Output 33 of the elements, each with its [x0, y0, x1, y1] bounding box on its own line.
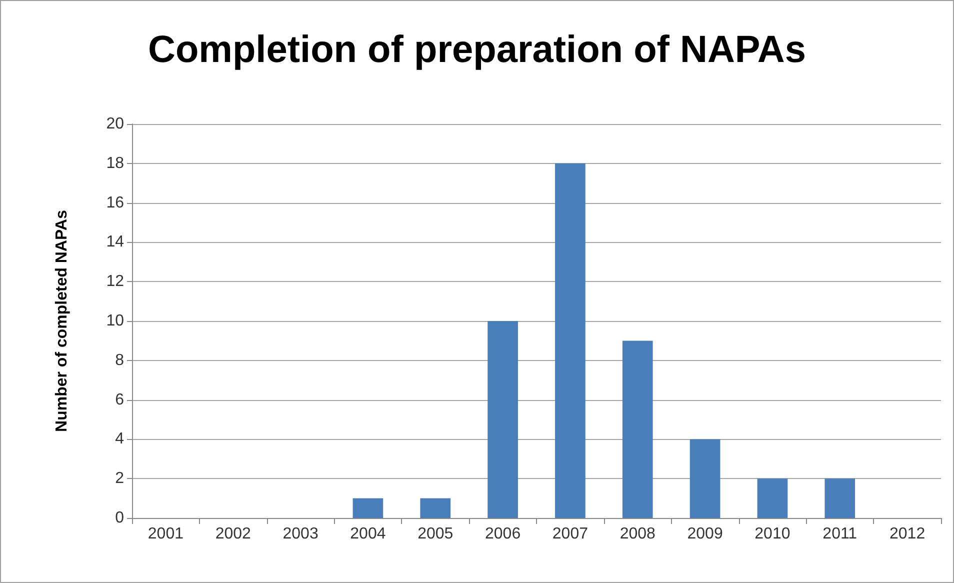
y-tick-label: 20 [106, 116, 124, 132]
x-tick-label: 2006 [484, 526, 521, 542]
y-tick-label: 12 [106, 273, 124, 290]
bar [420, 498, 451, 518]
bar [622, 340, 653, 518]
y-tick-label: 8 [115, 352, 124, 369]
y-tick-label: 2 [115, 470, 124, 488]
bar [555, 163, 586, 518]
x-tick-label: 2011 [822, 526, 858, 542]
y-tick-label: 18 [106, 154, 124, 172]
chart-title: Completion of preparation of NAPAs [148, 29, 806, 71]
x-tick-label: 2002 [215, 526, 252, 542]
y-tick-label: 16 [106, 194, 124, 212]
x-tick-label: 2004 [350, 526, 386, 542]
x-tick-label: 2008 [620, 526, 656, 542]
bar [757, 478, 788, 518]
y-axis-title: Number of completed NAPAs [54, 210, 70, 432]
y-tick-label: 10 [106, 312, 124, 330]
bar [824, 478, 856, 518]
x-tick-label: 2003 [282, 526, 318, 542]
x-tick-label: 2007 [552, 526, 588, 542]
x-tick-label: 2009 [687, 526, 723, 542]
bar [488, 321, 518, 518]
x-tick-label: 2001 [148, 526, 184, 542]
x-tick-label: 2005 [418, 526, 454, 542]
bar [352, 498, 384, 518]
x-tick-label: 2010 [754, 526, 790, 542]
y-tick-label: 0 [115, 510, 124, 526]
y-tick-label: 14 [106, 234, 124, 251]
bar [690, 439, 720, 518]
y-tick-label: 4 [115, 430, 124, 448]
y-tick-label: 6 [115, 391, 124, 408]
x-tick-label: 2012 [889, 526, 926, 542]
